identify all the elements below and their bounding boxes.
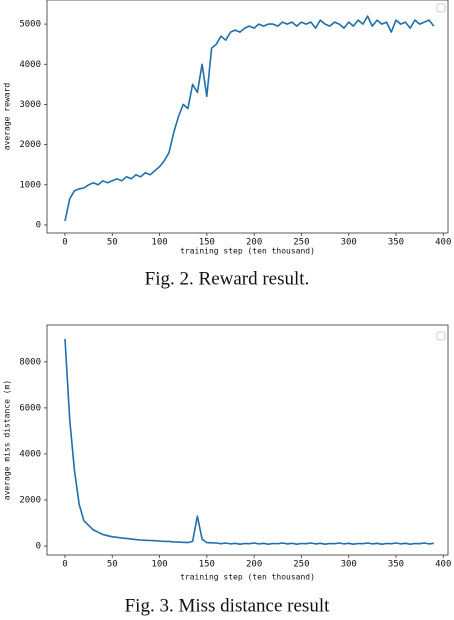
data-line	[64, 338, 434, 545]
y-tick-label: 3000	[19, 100, 41, 110]
data-line	[64, 15, 435, 222]
x-tick-label: 250	[293, 560, 309, 570]
legend-box	[436, 3, 446, 13]
y-tick-label: 6000	[19, 403, 41, 413]
y-tick-label: 5000	[19, 20, 41, 30]
y-tick-label: 2000	[19, 495, 41, 505]
x-tick-label: 0	[62, 238, 67, 248]
x-tick-label: 100	[151, 560, 167, 570]
x-tick-label: 200	[246, 560, 262, 570]
x-axis-label: training step (ten thousand)	[180, 573, 315, 582]
x-tick-label: 300	[341, 238, 357, 248]
y-tick-label: 8000	[19, 357, 41, 367]
x-tick-label: 50	[107, 238, 118, 248]
x-tick-label: 0	[62, 560, 67, 570]
y-tick-label: 1000	[19, 180, 41, 190]
plot-frame	[46, 324, 449, 556]
x-tick-label: 150	[199, 560, 215, 570]
y-tick-label: 0	[36, 220, 41, 230]
caption: Fig. 3. Miss distance result	[125, 595, 330, 616]
y-tick-label: 0	[36, 542, 41, 552]
x-tick-label: 250	[293, 238, 309, 248]
x-tick-label: 400	[435, 560, 451, 570]
x-tick-label: 100	[151, 238, 167, 248]
y-tick-label: 4000	[19, 449, 41, 459]
x-tick-label: 150	[199, 238, 215, 248]
x-tick-label: 300	[341, 560, 357, 570]
y-axis-label: average miss distance (m)	[3, 380, 12, 500]
caption: Fig. 2. Reward result.	[145, 268, 310, 289]
x-tick-label: 350	[388, 238, 404, 248]
legend-box	[436, 331, 446, 341]
y-tick-label: 2000	[19, 140, 41, 150]
plot-frame	[46, 0, 449, 234]
x-tick-label: 400	[435, 238, 451, 248]
x-tick-label: 350	[388, 560, 404, 570]
x-axis-label: training step (ten thousand)	[180, 247, 315, 256]
x-tick-label: 50	[107, 560, 118, 570]
y-tick-label: 4000	[19, 60, 41, 70]
y-axis-label: average reward	[3, 83, 12, 151]
x-tick-label: 200	[246, 238, 262, 248]
